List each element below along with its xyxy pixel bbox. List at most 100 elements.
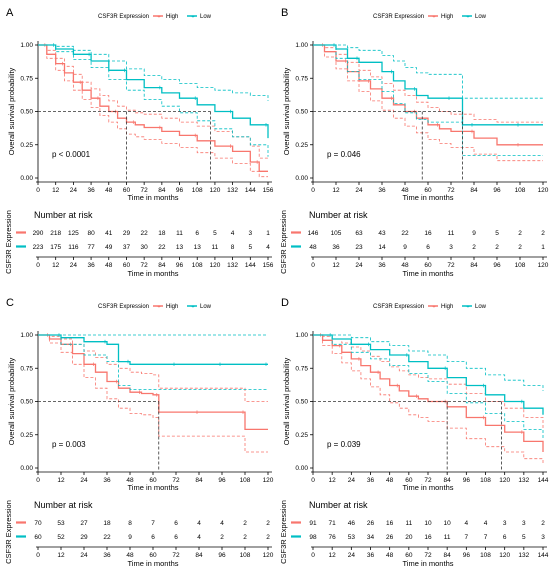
ci-upper-line	[313, 44, 543, 99]
y-tick-label: 0.50	[295, 399, 308, 406]
ci-upper-line	[313, 334, 544, 429]
risk-count-high: 22	[141, 230, 149, 237]
x-tick-label: 120	[538, 187, 549, 194]
x-axis-title: Time in months	[403, 193, 454, 202]
risk-count-low: 49	[105, 244, 113, 251]
risk-x-axis-title: Time in months	[128, 269, 179, 278]
legend-plus-low: +	[191, 15, 194, 21]
risk-count-low: 14	[378, 244, 386, 251]
risk-x-tick-label: 96	[176, 262, 184, 269]
risk-y-axis-title: CSF3R Expression	[279, 210, 288, 274]
x-tick-label: 60	[149, 477, 157, 484]
risk-x-tick-label: 36	[103, 552, 111, 559]
survival-curve	[38, 44, 269, 139]
risk-x-tick-label: 108	[240, 552, 251, 559]
y-tick-label: 0.25	[295, 432, 308, 439]
y-tick-label: 1.00	[295, 42, 308, 49]
risk-table-title: Number at risk	[34, 210, 93, 220]
risk-count-low: 2	[266, 534, 270, 541]
legend: CSF3R Expression + High + Low	[373, 304, 487, 311]
series-high	[38, 333, 268, 453]
risk-count-low: 76	[329, 534, 337, 541]
legend: CSF3R Expression + High + Low	[98, 304, 212, 311]
legend-label-low: Low	[475, 14, 487, 20]
x-tick-label: 60	[405, 477, 413, 484]
legend-plus-low: +	[191, 305, 194, 311]
risk-count-high: 91	[309, 520, 317, 527]
risk-count-high: 2	[243, 520, 247, 527]
risk-count-high: 2	[266, 520, 270, 527]
x-tick-label: 72	[172, 477, 180, 484]
risk-count-low: 6	[503, 534, 507, 541]
legend-title: CSF3R Expression	[98, 304, 149, 310]
risk-x-tick-label: 108	[480, 552, 491, 559]
legend-plus-low: +	[466, 305, 469, 311]
risk-x-axis-title: Time in months	[403, 559, 454, 568]
risk-x-tick-label: 0	[36, 552, 40, 559]
risk-count-high: 4	[465, 520, 469, 527]
risk-count-low: 30	[141, 244, 149, 251]
x-tick-label: 0	[36, 477, 40, 484]
risk-x-tick-label: 72	[141, 262, 149, 269]
risk-x-tick-label: 120	[263, 552, 274, 559]
risk-table-title: Number at risk	[309, 210, 368, 220]
x-tick-label: 36	[103, 477, 111, 484]
x-tick-label: 24	[355, 187, 363, 194]
risk-count-low: 23	[355, 244, 363, 251]
risk-count-high: 71	[329, 520, 337, 527]
x-tick-label: 48	[105, 187, 113, 194]
x-tick-label: 24	[70, 187, 78, 194]
risk-count-high: 4	[231, 230, 235, 237]
ci-lower-line	[38, 44, 269, 157]
risk-x-tick-label: 12	[52, 262, 60, 269]
risk-count-low: 4	[197, 534, 201, 541]
risk-x-tick-label: 144	[245, 262, 256, 269]
x-tick-label: 108	[480, 477, 491, 484]
y-tick-label: 0.00	[20, 175, 33, 182]
panel-c: C CSF3R Expression + High + Low 0.00 0.25 0.50 0.…	[4, 297, 274, 568]
x-tick-label: 156	[263, 187, 274, 194]
risk-x-tick-label: 96	[218, 552, 226, 559]
ci-lower-line	[38, 334, 268, 390]
x-tick-label: 0	[311, 477, 315, 484]
risk-count-high: 63	[355, 230, 363, 237]
x-tick-label: 84	[158, 187, 166, 194]
ci-upper-line	[313, 44, 543, 123]
risk-count-high: 1	[266, 230, 270, 237]
p-value: p = 0.003	[52, 440, 86, 449]
x-tick-label: 84	[470, 187, 478, 194]
risk-count-low: 2	[518, 244, 522, 251]
risk-count-low: 77	[87, 244, 95, 251]
ci-lower-line	[38, 334, 268, 453]
risk-x-tick-label: 96	[493, 262, 501, 269]
risk-count-high: 5	[213, 230, 217, 237]
risk-count-low: 5	[248, 244, 252, 251]
x-tick-label: 120	[263, 477, 274, 484]
risk-x-tick-label: 60	[424, 262, 432, 269]
risk-count-high: 3	[503, 520, 507, 527]
series-low	[313, 43, 543, 156]
risk-count-low: 11	[444, 534, 451, 541]
legend-title: CSF3R Expression	[373, 14, 424, 20]
risk-count-low: 52	[57, 534, 65, 541]
risk-x-tick-label: 144	[538, 552, 549, 559]
survival-curve	[313, 334, 544, 452]
legend-label-high: High	[166, 304, 178, 310]
risk-count-high: 4	[484, 520, 488, 527]
risk-y-axis-title: CSF3R Expression	[4, 500, 13, 564]
risk-x-tick-label: 12	[329, 552, 337, 559]
x-tick-label: 36	[367, 477, 375, 484]
x-axis-title: Time in months	[128, 483, 179, 492]
risk-count-low: 7	[465, 534, 469, 541]
risk-count-low: 3	[541, 534, 545, 541]
x-tick-label: 108	[240, 477, 251, 484]
risk-count-low: 2	[472, 244, 476, 251]
x-tick-label: 36	[87, 187, 95, 194]
survival-curve	[313, 334, 544, 415]
legend: CSF3R Expression + High + Low	[373, 14, 487, 21]
x-tick-label: 36	[378, 187, 386, 194]
risk-count-high: 8	[128, 520, 132, 527]
risk-x-tick-label: 0	[36, 262, 40, 269]
risk-count-high: 11	[405, 520, 412, 527]
